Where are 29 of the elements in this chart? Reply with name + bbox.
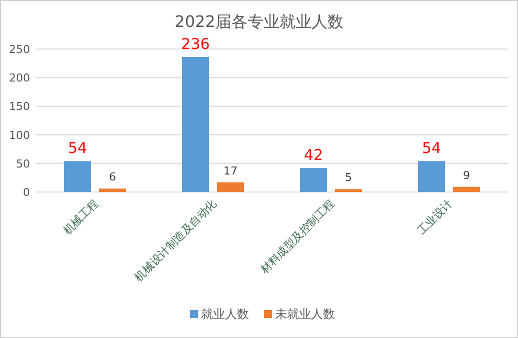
bar [64,161,91,192]
x-tick-label: 机械工程 [60,196,102,238]
data-label: 42 [304,146,324,164]
bar [99,188,126,192]
x-tick-label: 材料成型及控制工程 [257,196,338,277]
bar [182,57,209,192]
data-label: 9 [463,168,470,182]
chart-title: 2022届各专业就业人数 [174,12,344,31]
data-label: 6 [109,170,116,184]
data-label: 17 [224,164,238,178]
bar [335,189,362,192]
data-label: 236 [181,35,210,54]
data-label: 54 [68,139,88,158]
y-tick-label: 100 [9,128,30,142]
legend-label: 就业人数 [201,307,249,321]
y-tick-label: 150 [9,100,30,114]
x-tick-label: 工业设计 [414,196,456,238]
x-tick-label: 机械设计制造及自动化 [132,196,220,284]
bar [453,186,480,192]
legend-label: 未就业人数 [275,307,335,321]
data-label: 54 [422,139,442,158]
y-tick-label: 250 [9,43,30,56]
bar [217,182,244,192]
bar [300,168,327,192]
bar [418,161,445,192]
y-tick-label: 0 [23,186,30,199]
y-tick-label: 50 [16,157,30,170]
data-label: 5 [345,171,352,184]
y-tick-label: 200 [9,72,30,85]
